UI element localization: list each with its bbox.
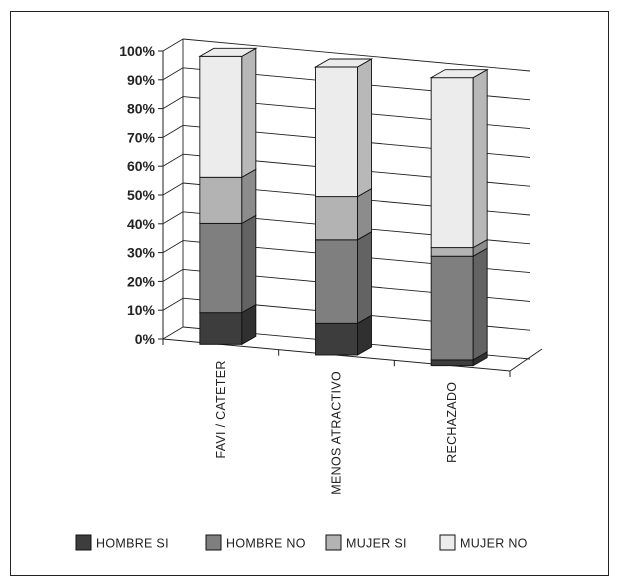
bar-side-menos-atractivo-hombre-no bbox=[357, 231, 372, 325]
x-tick-label: FAVI / CATETER bbox=[214, 360, 228, 458]
frame-border-top bbox=[10, 11, 609, 12]
legend-swatch-mujer-si bbox=[325, 534, 342, 551]
gridline-side bbox=[162, 38, 184, 52]
bar-rechazado-hombre-no bbox=[430, 255, 474, 361]
bar-rechazado-hombre-si bbox=[430, 359, 474, 367]
bar-rechazado-mujer-no bbox=[430, 77, 474, 249]
bar-rechazado-mujer-si bbox=[430, 247, 474, 257]
frame-border-left bbox=[10, 11, 11, 576]
gridline-side bbox=[162, 125, 184, 138]
frame-border-bottom bbox=[10, 575, 609, 576]
gridline-side bbox=[162, 153, 184, 167]
y-tick-label: 90% bbox=[127, 72, 156, 88]
legend-label-mujer-no: MUJER NO bbox=[460, 537, 528, 551]
bar-favi-cateter-hombre-si bbox=[199, 312, 243, 345]
bar-menos-atractivo-hombre-no bbox=[315, 239, 358, 324]
y-tick-label: 20% bbox=[127, 273, 156, 289]
y-tick-label: 70% bbox=[127, 129, 156, 145]
y-tick-label: 40% bbox=[127, 216, 156, 232]
bar-top-rechazado bbox=[429, 69, 489, 79]
legend-swatch-hombre-si bbox=[75, 534, 92, 551]
category-labels: FAVI / CATETER MENOS ATRACTIVO RECHAZADO bbox=[214, 360, 459, 494]
y-tick-label: 80% bbox=[127, 101, 156, 117]
gridline-side bbox=[162, 269, 184, 282]
gridline-side bbox=[162, 326, 184, 340]
legend-swatch-hombre-no bbox=[205, 534, 222, 551]
x-tick-label: MENOS ATRACTIVO bbox=[330, 371, 344, 495]
bar-side-menos-atractivo-mujer-no bbox=[357, 58, 372, 198]
bar-menos-atractivo-mujer-no bbox=[315, 66, 358, 198]
y-tick-label: 0% bbox=[135, 331, 156, 347]
y-tick-label: 50% bbox=[127, 187, 156, 203]
gridline-side bbox=[162, 240, 184, 253]
gridline-side bbox=[162, 67, 184, 81]
bar-side-rechazado-mujer-no bbox=[472, 68, 488, 249]
legend-swatch-mujer-no bbox=[439, 534, 456, 551]
bar-menos-atractivo-mujer-si bbox=[315, 196, 358, 241]
bar-layer bbox=[198, 47, 489, 367]
legend-label-hombre-si: HOMBRE SI bbox=[96, 537, 169, 551]
gridline-side bbox=[162, 182, 184, 196]
legend-label-hombre-no: HOMBRE NO bbox=[226, 537, 306, 551]
bar-menos-atractivo-hombre-si bbox=[315, 322, 358, 356]
y-tick-label: 10% bbox=[127, 302, 156, 318]
gridline-side bbox=[162, 297, 184, 311]
bar-top-favi-cateter bbox=[198, 47, 258, 57]
gridline-side bbox=[162, 96, 184, 109]
bar-favi-cateter-hombre-no bbox=[199, 222, 243, 314]
frame-border-right bbox=[608, 11, 609, 576]
bar-favi-cateter-mujer-si bbox=[199, 176, 243, 224]
axis-layer: 0% 10% 20% 30% 40% 50% 60% 70% 80% 90% 100% bbox=[119, 43, 543, 377]
bar-top-menos-atractivo bbox=[313, 58, 374, 68]
legend: HOMBRE SI HOMBRE NO MUJER SI MUJER NO bbox=[75, 534, 528, 551]
gridline-side bbox=[162, 211, 184, 225]
legend-label-mujer-si: MUJER SI bbox=[346, 537, 407, 551]
bar-side-favi-cateter-mujer-no bbox=[241, 47, 257, 179]
bar-side-rechazado-hombre-no bbox=[472, 247, 488, 361]
x-tick-label: RECHAZADO bbox=[445, 382, 459, 463]
floor-right-edge bbox=[509, 348, 543, 372]
bar-side-favi-cateter-mujer-si bbox=[241, 168, 257, 225]
bar-side-menos-atractivo-mujer-si bbox=[357, 187, 372, 241]
y-tick-label: 30% bbox=[127, 245, 156, 261]
bar-side-favi-cateter-hombre-no bbox=[241, 214, 257, 314]
y-tick-label: 100% bbox=[119, 43, 155, 59]
gridline bbox=[182, 38, 531, 72]
bar-favi-cateter-mujer-no bbox=[199, 55, 243, 178]
y-tick-label: 60% bbox=[127, 158, 156, 174]
